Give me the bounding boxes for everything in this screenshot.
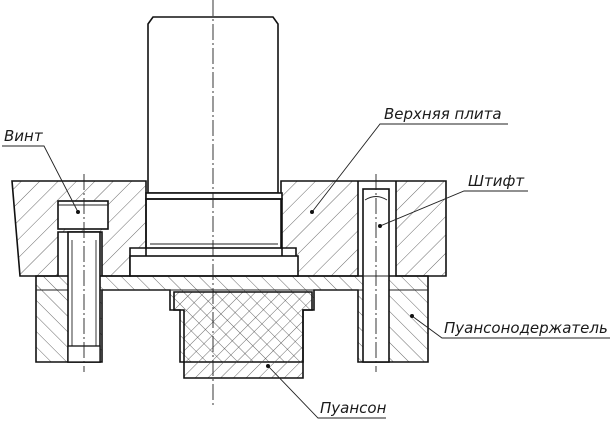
label-punch: Пуансон [320, 399, 387, 417]
label-pin: Штифт [468, 172, 525, 190]
shank [129, 16, 299, 277]
punch-section [173, 291, 313, 379]
axis-lines [83, 0, 377, 405]
label-screw: Винт [4, 127, 44, 145]
label-punch-holder: Пуансонодержатель [444, 319, 608, 337]
label-upper-plate: Верхняя плита [384, 105, 502, 123]
shank-flange [129, 255, 299, 277]
upper-plate-section [11, 180, 447, 277]
screw-head [57, 200, 109, 230]
leader-lines [2, 123, 610, 419]
